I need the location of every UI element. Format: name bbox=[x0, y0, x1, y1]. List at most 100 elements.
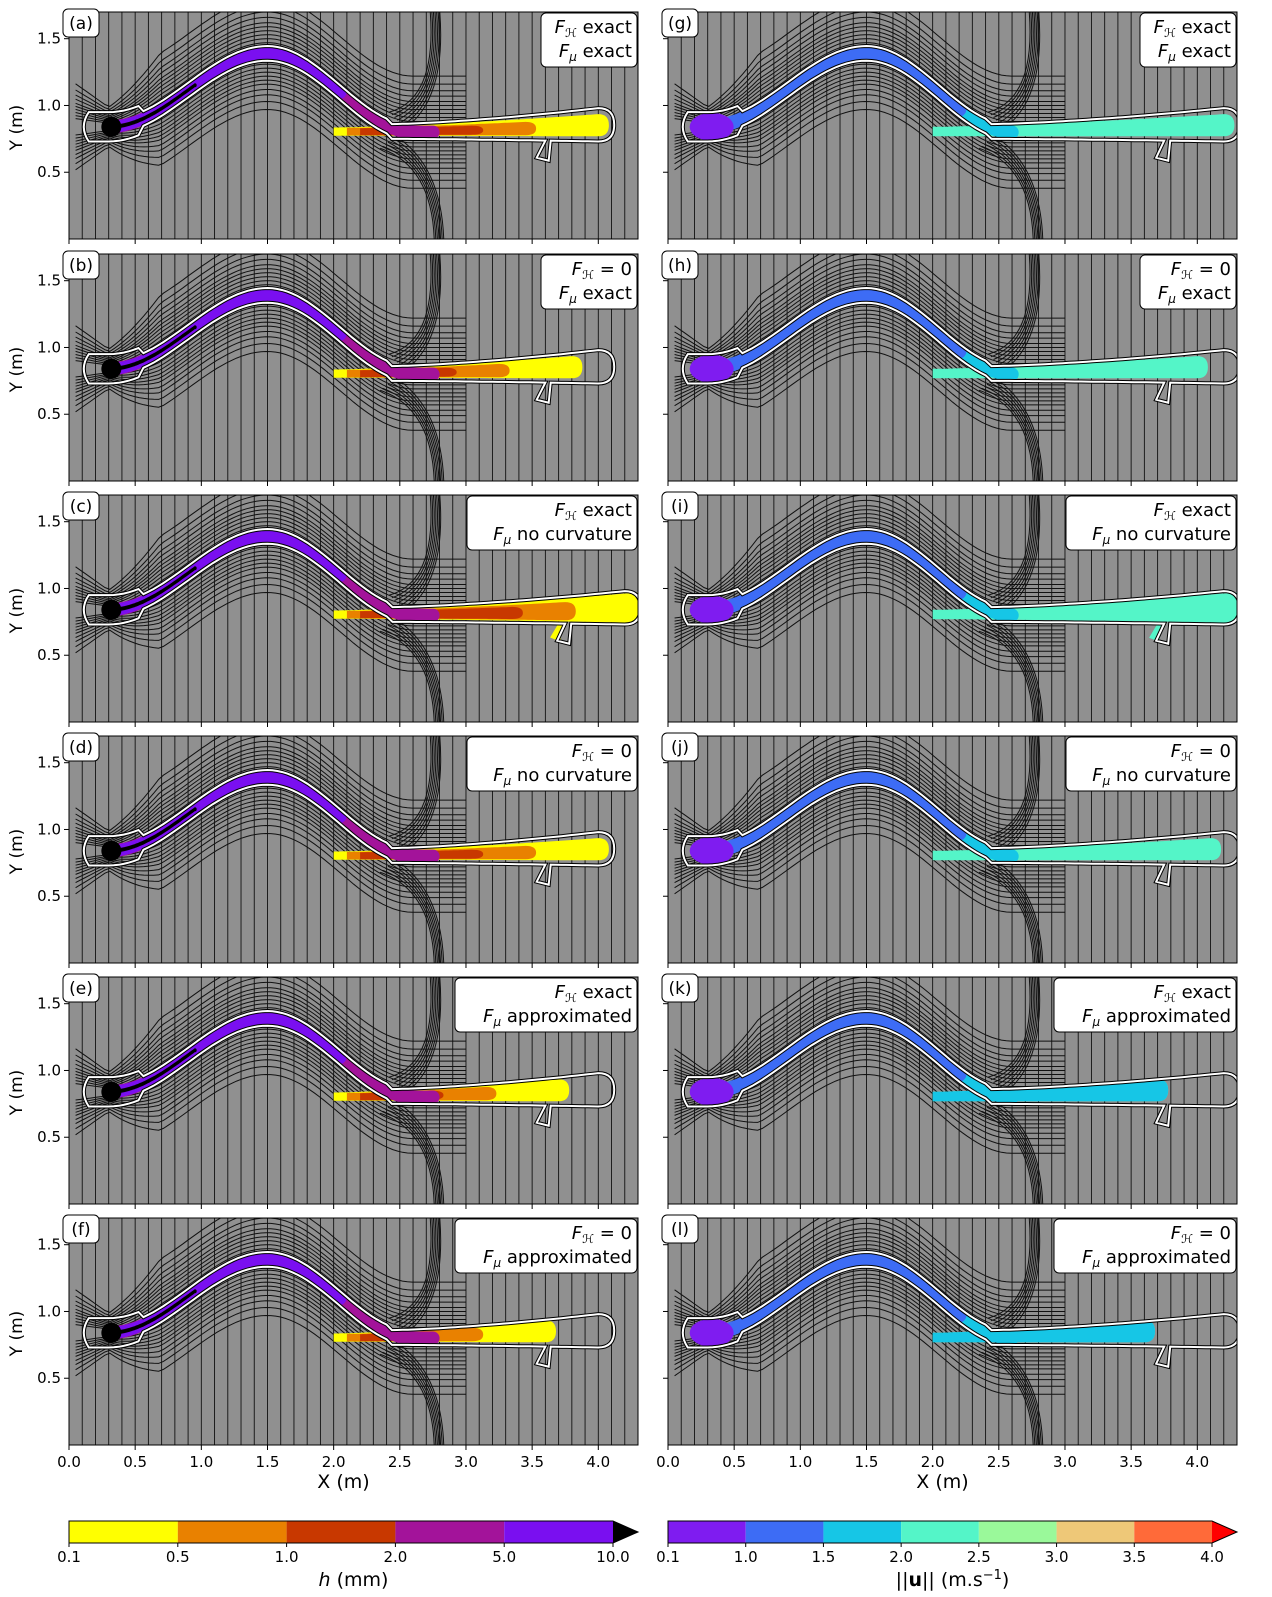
colorbars: 0.1 0.5 1.0 2.0 5.0 10.0 h (mm) 0.1 1.0 1.5 2.0 2.5… bbox=[57, 1520, 1239, 1591]
condition-legend: Fℋ = 0Fμ exact bbox=[1139, 254, 1237, 310]
colorbar-tick-label: 4.0 bbox=[1200, 1548, 1224, 1566]
colorbar-tick-label: 1.0 bbox=[275, 1548, 299, 1566]
contour-lines bbox=[69, 12, 626, 239]
x-tick-label: 1.5 bbox=[855, 1453, 879, 1471]
panel-f: 0.5 1.0 1.5 Y (m) (f) Fℋ = 0Fμ approximated bbox=[7, 1214, 639, 1450]
y-tick-label: 0.5 bbox=[37, 1128, 61, 1146]
cliff-contours bbox=[379, 977, 445, 1204]
svg-text:Fℋ exact: Fℋ exact bbox=[555, 17, 632, 40]
y-axis-label: Y (m) bbox=[7, 829, 27, 876]
svg-text:Fℋ exact: Fℋ exact bbox=[1154, 17, 1231, 40]
y-tick-label: 1.5 bbox=[37, 513, 61, 531]
svg-text:Fℋ = 0: Fℋ = 0 bbox=[572, 259, 632, 282]
colorbar-tick-label: 0.5 bbox=[166, 1548, 190, 1566]
colorbar-swatch bbox=[177, 1521, 287, 1543]
x-tick-label: 2.5 bbox=[388, 1453, 412, 1471]
panel-letter: (a) bbox=[62, 8, 100, 38]
svg-text:(j): (j) bbox=[671, 738, 689, 758]
panel-letter: (g) bbox=[661, 8, 699, 38]
panel-letter: (c) bbox=[62, 491, 100, 521]
svg-text:(h): (h) bbox=[668, 256, 692, 276]
cliff-contours bbox=[978, 12, 1044, 239]
colorbar-label: ||u|| (m.s−1) bbox=[896, 1568, 1010, 1591]
svg-text:Fℋ = 0: Fℋ = 0 bbox=[1171, 741, 1231, 764]
colorbar-tick-label: 3.0 bbox=[1045, 1548, 1069, 1566]
x-tick-label: 4.0 bbox=[1185, 1453, 1209, 1471]
cliff-contours bbox=[978, 254, 1044, 481]
reference-outline bbox=[681, 527, 1237, 645]
svg-text:Fμ exact: Fμ exact bbox=[559, 41, 632, 64]
svg-text:Fμ exact: Fμ exact bbox=[1158, 283, 1231, 306]
cliff-contours bbox=[379, 12, 445, 239]
colorbar-tick-label: 0.1 bbox=[656, 1548, 680, 1566]
x-axis-label: X (m) bbox=[916, 1471, 968, 1493]
y-tick-label: 1.0 bbox=[37, 96, 61, 114]
y-tick-label: 1.0 bbox=[37, 338, 61, 356]
y-axis-label: Y (m) bbox=[7, 1311, 27, 1358]
svg-text:(d): (d) bbox=[69, 738, 93, 758]
svg-text:Fμ no curvature: Fμ no curvature bbox=[1092, 765, 1231, 788]
colorbar-extend-arrow bbox=[613, 1521, 638, 1543]
reference-outline bbox=[681, 768, 1237, 886]
x-axes: 0.0 0.5 1.0 1.5 2.0 2.5 3.0 3.5 4.0 X (m) 0.0 0.5 1.… bbox=[57, 1453, 1209, 1493]
y-tick-label: 1.0 bbox=[37, 1302, 61, 1320]
colorbar-swatch bbox=[668, 1521, 746, 1543]
cliff-contours bbox=[978, 1218, 1044, 1445]
y-tick-label: 0.5 bbox=[37, 1369, 61, 1387]
panel-d: 0.5 1.0 1.5 Y (m) (d) Fℋ = 0Fμ no curvature bbox=[7, 732, 639, 968]
reference-outline bbox=[82, 286, 616, 404]
svg-text:(b): (b) bbox=[69, 256, 93, 276]
panel-letter: (b) bbox=[62, 250, 100, 280]
reference-outline bbox=[681, 1250, 1237, 1368]
colorbar-u: 0.1 1.0 1.5 2.0 2.5 3.0 3.5 4.0 ||u|| (m.s−1) bbox=[656, 1520, 1239, 1591]
x-tick-label: 0.0 bbox=[57, 1453, 81, 1471]
svg-text:(l): (l) bbox=[671, 1220, 689, 1240]
y-tick-label: 0.5 bbox=[37, 163, 61, 181]
cliff-contours bbox=[978, 495, 1044, 722]
colorbar-swatch bbox=[504, 1521, 613, 1543]
x-tick-label: 3.0 bbox=[1053, 1453, 1077, 1471]
reference-outline bbox=[82, 527, 638, 645]
x-tick-label: 0.5 bbox=[123, 1453, 147, 1471]
svg-text:Fℋ exact: Fℋ exact bbox=[555, 500, 632, 523]
colorbar-swatch bbox=[395, 1521, 505, 1543]
colorbar-swatch bbox=[978, 1521, 1057, 1543]
colorbar-swatch bbox=[286, 1521, 396, 1543]
y-tick-label: 1.5 bbox=[37, 272, 61, 290]
colorbar-extend-arrow bbox=[1212, 1521, 1237, 1543]
flow-field bbox=[101, 288, 583, 381]
svg-text:Fμ approximated: Fμ approximated bbox=[483, 1247, 632, 1270]
svg-text:Fℋ = 0: Fℋ = 0 bbox=[1171, 259, 1231, 282]
svg-text:Fμ no curvature: Fμ no curvature bbox=[493, 765, 632, 788]
panel-letter: (l) bbox=[661, 1214, 699, 1244]
panel-j: (j) Fℋ = 0Fμ no curvature bbox=[661, 732, 1238, 968]
y-axis-label: Y (m) bbox=[7, 347, 27, 394]
y-tick-label: 1.5 bbox=[37, 1236, 61, 1254]
x-tick-label: 1.5 bbox=[256, 1453, 280, 1471]
svg-text:Fμ approximated: Fμ approximated bbox=[1082, 1247, 1231, 1270]
colorbar-tick-label: 2.0 bbox=[889, 1548, 913, 1566]
x-tick-label: 1.0 bbox=[788, 1453, 812, 1471]
cliff-contours bbox=[379, 1218, 445, 1445]
reference-outline bbox=[82, 44, 616, 162]
panel-letter: (k) bbox=[661, 973, 699, 1003]
y-tick-label: 1.0 bbox=[37, 820, 61, 838]
x-tick-label: 2.0 bbox=[921, 1453, 945, 1471]
svg-text:(i): (i) bbox=[671, 497, 689, 517]
panel-letter: (i) bbox=[661, 491, 699, 521]
reference-outline bbox=[82, 768, 616, 886]
x-tick-label: 2.0 bbox=[322, 1453, 346, 1471]
svg-text:Fμ no curvature: Fμ no curvature bbox=[1092, 524, 1231, 547]
colorbar-tick-label: 2.0 bbox=[383, 1548, 407, 1566]
svg-text:Fℋ = 0: Fℋ = 0 bbox=[572, 1223, 632, 1246]
y-axis-label: Y (m) bbox=[7, 105, 27, 152]
